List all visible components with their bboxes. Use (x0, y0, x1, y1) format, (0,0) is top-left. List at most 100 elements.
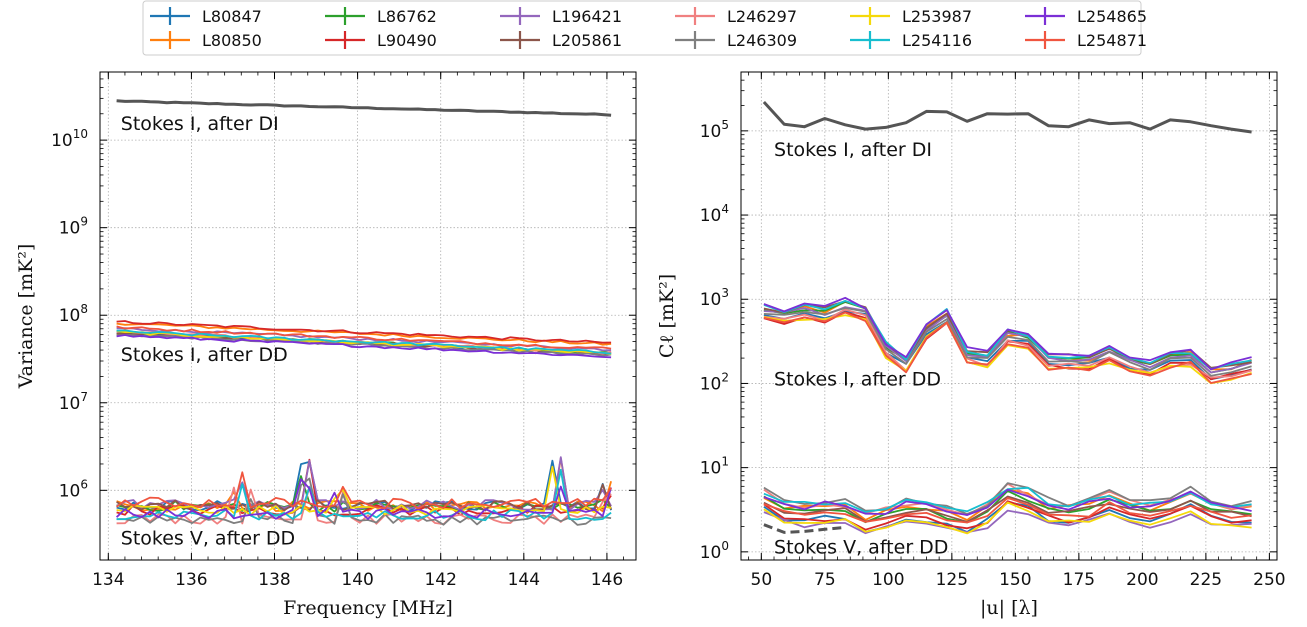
dashed-noise-line (763, 523, 846, 534)
series-line (116, 329, 612, 355)
group-label: Stokes V, after DD (774, 537, 948, 559)
series-line (763, 307, 1252, 377)
y-tick-base: 10 (700, 206, 722, 226)
y-tick-exponent: 10 (73, 127, 88, 141)
y-tick-exponent: 9 (80, 215, 88, 229)
legend-label: L205861 (552, 31, 622, 50)
y-tick-base: 10 (700, 459, 722, 479)
y-tick-exponent: 7 (80, 390, 88, 404)
y-tick-label: 104 (700, 202, 729, 226)
y-tick-base: 10 (700, 122, 722, 142)
legend-label: L254116 (902, 31, 972, 50)
y-tick-exponent: 6 (80, 477, 88, 491)
legend-label: L86762 (377, 7, 437, 26)
y-tick-exponent: 2 (721, 370, 729, 384)
plot-frame (740, 71, 1278, 561)
series-line (762, 100, 1252, 134)
y-tick-base: 10 (700, 374, 722, 394)
y-tick-exponent: 5 (721, 118, 729, 132)
plot-frame (99, 71, 637, 561)
y-tick-base: 10 (700, 290, 722, 310)
x-tick-label: 136 (175, 570, 207, 590)
legend-label: L80847 (202, 7, 262, 26)
series-line (763, 300, 1252, 371)
legend-frame (142, 0, 1142, 56)
x-tick-label: 134 (92, 570, 124, 590)
x-axis-label: Frequency [MHz] (283, 597, 453, 619)
x-tick-label: 75 (814, 570, 836, 590)
x-tick-label: 200 (1126, 570, 1158, 590)
series-line (116, 471, 612, 510)
y-tick-base: 10 (59, 219, 81, 239)
legend: L80847 L80850 L86762 L90490 L196421 L205861 L2… (142, 0, 1147, 56)
x-tick-label: 100 (872, 570, 904, 590)
y-tick-exponent: 3 (721, 286, 729, 300)
legend-label: L254871 (1077, 31, 1147, 50)
y-tick-label: 108 (59, 302, 88, 326)
x-tick-label: 144 (508, 570, 540, 590)
y-tick-base: 10 (59, 481, 81, 501)
x-tick-label: 175 (1063, 570, 1095, 590)
y-tick-label: 102 (700, 370, 729, 394)
series-line (763, 495, 1252, 523)
y-tick-base: 10 (59, 306, 81, 326)
series-line (763, 488, 1252, 516)
y-axis-label: Cℓ [mK²] (656, 274, 678, 358)
y-tick-label: 107 (59, 390, 88, 414)
y-tick-label: 106 (59, 477, 88, 501)
group-label: Stokes I, after DI (774, 139, 932, 161)
series-line (115, 478, 612, 520)
y-tick-label: 100 (700, 539, 729, 563)
y-tick-label: 101 (700, 455, 729, 479)
legend-label: L246309 (727, 31, 797, 50)
x-tick-label: 142 (424, 570, 456, 590)
series-line (763, 296, 1252, 371)
legend-label: L254865 (1077, 7, 1147, 26)
y-tick-base: 10 (59, 394, 81, 414)
y-tick-exponent: 0 (721, 539, 729, 553)
y-axis-label: Variance [mK²] (15, 244, 37, 390)
group-label: Stokes I, after DI (121, 113, 279, 135)
series-line (763, 497, 1252, 524)
legend-label: L90490 (377, 31, 437, 50)
group-label: Stokes I, after DD (774, 368, 941, 390)
series-line (116, 334, 612, 359)
series-line (763, 482, 1252, 515)
group-label: Stokes V, after DD (121, 528, 295, 550)
x-tick-label: 225 (1190, 570, 1222, 590)
y-tick-label: 103 (700, 286, 729, 310)
legend-label: L80850 (202, 31, 262, 50)
y-tick-base: 10 (700, 543, 722, 563)
x-tick-label: 50 (751, 570, 773, 590)
series-line (763, 509, 1252, 535)
x-tick-label: 125 (936, 570, 968, 590)
legend-label: L196421 (552, 7, 622, 26)
series-line (116, 320, 612, 344)
y-tick-label: 109 (59, 215, 88, 239)
y-tick-exponent: 1 (721, 455, 729, 469)
series-line (116, 99, 612, 117)
y-tick-exponent: 8 (80, 302, 88, 316)
y-tick-exponent: 4 (721, 202, 729, 216)
x-axis-label: |u| [λ] (980, 597, 1038, 619)
y-tick-label: 1010 (51, 127, 88, 151)
x-tick-label: 250 (1253, 570, 1285, 590)
group-label: Stokes I, after DD (121, 344, 288, 366)
series-line (763, 311, 1252, 384)
x-tick-label: 146 (591, 570, 623, 590)
right-panel-power-spectrum: Stokes I, after DI Stokes I, after DD Stok… (656, 71, 1286, 619)
x-tick-label: 150 (999, 570, 1031, 590)
series-group (762, 100, 1252, 535)
y-tick-label: 105 (700, 118, 729, 142)
series-line (763, 501, 1252, 535)
series-group (115, 99, 612, 526)
x-tick-label: 140 (341, 570, 373, 590)
y-tick-base: 10 (51, 131, 73, 151)
series-line (116, 477, 612, 526)
legend-label: L253987 (902, 7, 972, 26)
series-line (116, 325, 612, 350)
left-panel-variance: Stokes I, after DI Stokes I, after DD Stok… (15, 71, 637, 619)
x-tick-label: 138 (258, 570, 290, 590)
legend-label: L246297 (727, 7, 797, 26)
